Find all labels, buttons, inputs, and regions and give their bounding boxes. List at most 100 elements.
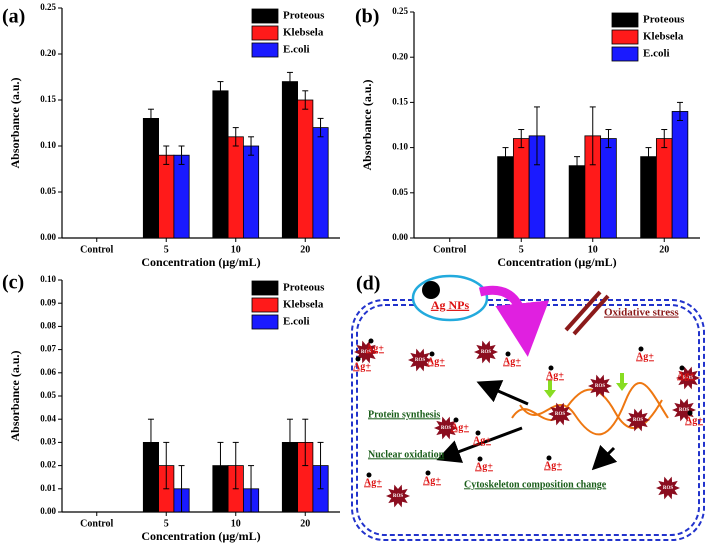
y-axis-label: Absorbance (a.u.) xyxy=(8,77,22,168)
y-tick-label: 0.09 xyxy=(40,297,56,307)
stress-bar xyxy=(564,290,602,332)
legend-label: E.coli xyxy=(283,316,310,328)
green-arrow xyxy=(616,373,628,391)
bar xyxy=(600,138,617,239)
ros-label: ROS xyxy=(633,418,644,423)
error-bar xyxy=(676,101,683,121)
ros-label: ROS xyxy=(415,358,426,363)
ros-label: ROS xyxy=(361,350,372,355)
error-bar xyxy=(317,117,324,138)
x-tick-label: 5 xyxy=(164,518,169,529)
y-tick-label: 0.01 xyxy=(40,483,56,493)
bar xyxy=(142,118,160,239)
error-bar xyxy=(533,106,540,166)
x-tick-label: 5 xyxy=(519,244,524,255)
bar xyxy=(297,99,314,239)
ion-label: Ag+ xyxy=(427,356,445,367)
bar xyxy=(173,154,190,239)
error-bar xyxy=(502,147,509,167)
ion-label: Ag+ xyxy=(677,370,695,381)
ion-label: Ag+ xyxy=(364,477,382,488)
bar xyxy=(227,136,244,239)
nanoparticle-label: Ag NPs xyxy=(431,298,470,312)
error-bar xyxy=(518,129,525,149)
ion-splash xyxy=(425,470,431,476)
ros-label: ROS xyxy=(481,350,492,355)
ion-splash xyxy=(368,338,374,344)
x-tick-label: 5 xyxy=(164,244,169,255)
y-tick-label: 0.05 xyxy=(40,390,56,400)
ion-splash xyxy=(355,356,361,362)
error-bar xyxy=(217,81,224,101)
y-tick-label: 0.10 xyxy=(40,274,56,284)
bar xyxy=(312,127,329,239)
ros-star xyxy=(676,366,700,390)
error-bar xyxy=(589,106,596,166)
ion-label: Ag+ xyxy=(546,370,564,381)
bar xyxy=(158,154,175,239)
ros-label: ROS xyxy=(441,426,452,431)
legend-label: Proteous xyxy=(643,14,685,26)
y-tick-label: 0.15 xyxy=(40,94,56,104)
y-tick-label: 0.10 xyxy=(392,142,408,152)
ion-label: Ag+ xyxy=(503,356,521,367)
ros-star xyxy=(548,402,572,426)
ion-label: Ag+ xyxy=(685,415,703,426)
error-bar xyxy=(645,147,652,167)
legend-label: Klebsela xyxy=(283,299,324,311)
error-bar xyxy=(574,156,581,176)
error-bar xyxy=(232,127,239,147)
ion-label: Ag+ xyxy=(451,422,469,433)
y-tick-label: 0.08 xyxy=(40,320,56,330)
x-axis-label: Concentration (µg/mL) xyxy=(141,255,260,269)
ion-label: Ag+ xyxy=(544,460,562,471)
legend-swatch xyxy=(251,297,279,313)
stress-bar xyxy=(572,294,610,336)
ros-label: ROS xyxy=(679,408,690,413)
y-tick-label: 0.07 xyxy=(40,344,56,354)
legend-swatch xyxy=(251,314,279,330)
y-tick-label: 0.03 xyxy=(40,436,56,446)
ion-label: Ag+ xyxy=(473,435,491,446)
ion-splash xyxy=(679,365,685,371)
error-bar xyxy=(217,441,224,490)
x-tick-label: 10 xyxy=(231,518,241,529)
error-bar xyxy=(605,129,612,149)
ion-splash xyxy=(505,351,511,357)
error-bar xyxy=(248,136,255,156)
ion-label: Ag+ xyxy=(423,475,441,486)
x-tick-label: Control xyxy=(80,244,113,255)
error-bar xyxy=(248,465,255,513)
y-tick-label: 0.25 xyxy=(392,6,408,16)
dna xyxy=(511,381,669,436)
ion-splash xyxy=(429,351,435,357)
diagram: (d) Ag NPs Oxidative stress Protein synt… xyxy=(351,273,705,541)
ros-star xyxy=(434,416,458,440)
error-bar xyxy=(302,418,309,467)
y-tick-label: 0.00 xyxy=(40,232,56,242)
effect-arrow xyxy=(436,426,523,463)
y-axis-label: Absorbance (a.u.) xyxy=(360,79,374,170)
ros-label: ROS xyxy=(663,486,674,491)
y-tick-label: 0.20 xyxy=(392,51,408,61)
error-bar xyxy=(147,418,154,467)
legend-swatch xyxy=(611,46,639,62)
y-tick-label: 0.05 xyxy=(392,187,408,197)
x-tick-label: Control xyxy=(80,518,113,529)
bar xyxy=(497,156,514,239)
legend-label: Proteous xyxy=(283,282,325,294)
bar xyxy=(640,156,657,239)
y-tick-label: 0.05 xyxy=(40,186,56,196)
y-tick-label: 0.00 xyxy=(392,232,408,242)
ros-label: ROS xyxy=(595,384,606,389)
ion-splash xyxy=(475,430,481,436)
cell-membrane-inner xyxy=(356,304,700,536)
ros-star xyxy=(656,476,680,500)
y-tick-label: 0.25 xyxy=(40,2,56,12)
x-tick-label: 10 xyxy=(588,244,598,255)
y-tick-label: 0.02 xyxy=(40,460,56,470)
y-tick-label: 0.06 xyxy=(40,367,56,377)
error-bar xyxy=(286,418,293,467)
